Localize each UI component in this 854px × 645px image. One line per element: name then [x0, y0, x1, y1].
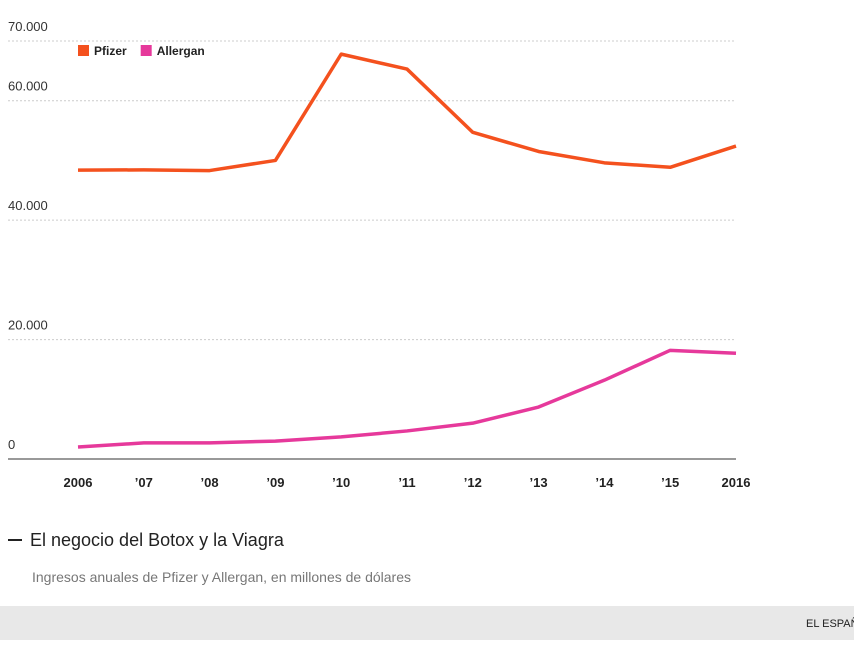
footer-band	[0, 606, 854, 640]
x-tick-label: 2006	[64, 475, 93, 490]
x-tick-label: ’15	[661, 475, 679, 490]
x-tick-label: ’14	[595, 475, 614, 490]
chart-subtitle: Ingresos anuales de Pfizer y Allergan, e…	[32, 569, 411, 585]
y-tick-label: 70.000	[8, 19, 48, 34]
x-tick-label: ’09	[266, 475, 284, 490]
x-tick-label: ’11	[398, 475, 415, 490]
series-line	[77, 52, 737, 173]
x-tick-label: ’08	[201, 475, 219, 490]
legend-label: Allergan	[157, 44, 205, 58]
chart-title: El negocio del Botox y la Viagra	[30, 530, 285, 550]
footer-brand: EL ESPAÑ	[806, 617, 854, 630]
legend-swatch	[140, 45, 152, 56]
legend-swatch	[78, 45, 89, 56]
x-tick-label: ’12	[464, 475, 482, 490]
y-tick-label: 0	[8, 437, 15, 452]
x-tick-label: 2016	[722, 475, 751, 490]
y-tick-label: 20.000	[8, 318, 48, 333]
x-tick-label: ’07	[135, 475, 153, 490]
x-tick-label: ’13	[530, 475, 548, 490]
y-tick-label: 40.000	[8, 198, 48, 213]
x-tick-label: ’10	[332, 475, 350, 490]
series-line	[77, 348, 737, 449]
y-tick-label: 60.000	[8, 79, 48, 94]
legend-label: Pfizer	[94, 44, 127, 58]
